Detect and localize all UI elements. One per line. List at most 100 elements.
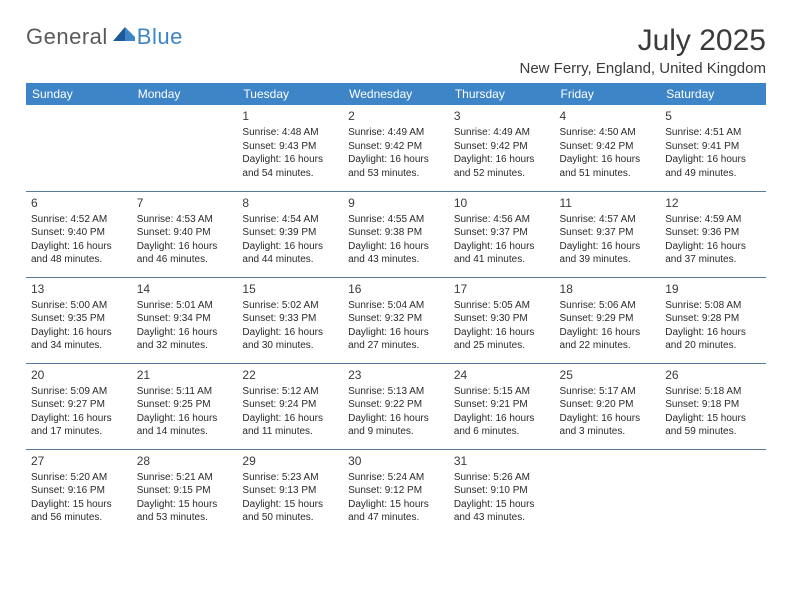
calendar-day-cell: 22Sunrise: 5:12 AMSunset: 9:24 PMDayligh… [237, 363, 343, 449]
daylight-text: Daylight: 16 hours and 43 minutes. [348, 240, 444, 267]
sunrise-text: Sunrise: 5:05 AM [454, 299, 550, 313]
day-number: 18 [560, 281, 656, 297]
daylight-text: Daylight: 16 hours and 41 minutes. [454, 240, 550, 267]
sunrise-text: Sunrise: 4:54 AM [242, 213, 338, 227]
day-number: 7 [137, 195, 233, 211]
logo-text-general: General [26, 24, 108, 50]
daylight-text: Daylight: 16 hours and 3 minutes. [560, 412, 656, 439]
day-header: Tuesday [237, 83, 343, 105]
day-header: Saturday [660, 83, 766, 105]
sunset-text: Sunset: 9:36 PM [665, 226, 761, 240]
calendar-day-cell [555, 449, 661, 535]
daylight-text: Daylight: 15 hours and 53 minutes. [137, 498, 233, 525]
daylight-text: Daylight: 16 hours and 53 minutes. [348, 153, 444, 180]
sunset-text: Sunset: 9:32 PM [348, 312, 444, 326]
sunset-text: Sunset: 9:12 PM [348, 484, 444, 498]
day-number: 4 [560, 108, 656, 124]
calendar-day-cell [660, 449, 766, 535]
day-number: 2 [348, 108, 444, 124]
sunset-text: Sunset: 9:42 PM [348, 140, 444, 154]
sunrise-text: Sunrise: 4:53 AM [137, 213, 233, 227]
location: New Ferry, England, United Kingdom [519, 60, 766, 77]
day-number: 16 [348, 281, 444, 297]
calendar-day-cell [26, 105, 132, 191]
day-number: 9 [348, 195, 444, 211]
day-header: Friday [555, 83, 661, 105]
calendar-day-cell: 16Sunrise: 5:04 AMSunset: 9:32 PMDayligh… [343, 277, 449, 363]
sunset-text: Sunset: 9:28 PM [665, 312, 761, 326]
day-number: 8 [242, 195, 338, 211]
sunrise-text: Sunrise: 4:55 AM [348, 213, 444, 227]
sunset-text: Sunset: 9:22 PM [348, 398, 444, 412]
daylight-text: Daylight: 16 hours and 34 minutes. [31, 326, 127, 353]
day-number: 3 [454, 108, 550, 124]
calendar-day-cell: 2 Sunrise: 4:49 AMSunset: 9:42 PMDaylight… [343, 105, 449, 191]
daylight-text: Daylight: 15 hours and 50 minutes. [242, 498, 338, 525]
calendar-day-cell: 5Sunrise: 4:51 AMSunset: 9:41 PMDaylight… [660, 105, 766, 191]
sunrise-text: Sunrise: 5:24 AM [348, 471, 444, 485]
sunset-text: Sunset: 9:42 PM [454, 140, 550, 154]
calendar-week-row: 6Sunrise: 4:52 AMSunset: 9:40 PMDaylight… [26, 191, 766, 277]
sunrise-text: Sunrise: 4:49 AM [348, 126, 444, 140]
sunrise-text: Sunrise: 4:48 AM [242, 126, 338, 140]
daylight-text: Daylight: 16 hours and 46 minutes. [137, 240, 233, 267]
calendar-day-cell: 17Sunrise: 5:05 AMSunset: 9:30 PMDayligh… [449, 277, 555, 363]
sunset-text: Sunset: 9:34 PM [137, 312, 233, 326]
calendar-day-cell: 27Sunrise: 5:20 AMSunset: 9:16 PMDayligh… [26, 449, 132, 535]
day-header-row: Sunday Monday Tuesday Wednesday Thursday… [26, 83, 766, 105]
calendar-day-cell: 20Sunrise: 5:09 AMSunset: 9:27 PMDayligh… [26, 363, 132, 449]
sunrise-text: Sunrise: 5:18 AM [665, 385, 761, 399]
sunset-text: Sunset: 9:20 PM [560, 398, 656, 412]
sunrise-text: Sunrise: 5:11 AM [137, 385, 233, 399]
day-number: 5 [665, 108, 761, 124]
calendar-day-cell: 24Sunrise: 5:15 AMSunset: 9:21 PMDayligh… [449, 363, 555, 449]
day-number: 23 [348, 367, 444, 383]
daylight-text: Daylight: 16 hours and 22 minutes. [560, 326, 656, 353]
calendar-day-cell: 3Sunrise: 4:49 AMSunset: 9:42 PMDaylight… [449, 105, 555, 191]
daylight-text: Daylight: 16 hours and 27 minutes. [348, 326, 444, 353]
day-number: 26 [665, 367, 761, 383]
sunset-text: Sunset: 9:37 PM [560, 226, 656, 240]
sunrise-text: Sunrise: 4:59 AM [665, 213, 761, 227]
day-number: 20 [31, 367, 127, 383]
day-header: Monday [132, 83, 238, 105]
sunrise-text: Sunrise: 5:06 AM [560, 299, 656, 313]
sunset-text: Sunset: 9:40 PM [31, 226, 127, 240]
day-number: 12 [665, 195, 761, 211]
sunset-text: Sunset: 9:38 PM [348, 226, 444, 240]
sunset-text: Sunset: 9:13 PM [242, 484, 338, 498]
daylight-text: Daylight: 16 hours and 51 minutes. [560, 153, 656, 180]
sunrise-text: Sunrise: 4:52 AM [31, 213, 127, 227]
calendar-day-cell: 14Sunrise: 5:01 AMSunset: 9:34 PMDayligh… [132, 277, 238, 363]
sunset-text: Sunset: 9:41 PM [665, 140, 761, 154]
page-header: General Blue July 2025 New Ferry, Englan… [26, 24, 766, 77]
calendar-day-cell: 4Sunrise: 4:50 AMSunset: 9:42 PMDaylight… [555, 105, 661, 191]
sunrise-text: Sunrise: 5:08 AM [665, 299, 761, 313]
sunset-text: Sunset: 9:30 PM [454, 312, 550, 326]
sunrise-text: Sunrise: 5:21 AM [137, 471, 233, 485]
day-number: 19 [665, 281, 761, 297]
calendar-day-cell: 18Sunrise: 5:06 AMSunset: 9:29 PMDayligh… [555, 277, 661, 363]
daylight-text: Daylight: 15 hours and 43 minutes. [454, 498, 550, 525]
daylight-text: Daylight: 16 hours and 32 minutes. [137, 326, 233, 353]
sunset-text: Sunset: 9:43 PM [242, 140, 338, 154]
sunrise-text: Sunrise: 5:13 AM [348, 385, 444, 399]
sunrise-text: Sunrise: 5:17 AM [560, 385, 656, 399]
daylight-text: Daylight: 15 hours and 56 minutes. [31, 498, 127, 525]
day-number: 17 [454, 281, 550, 297]
calendar-day-cell: 30Sunrise: 5:24 AMSunset: 9:12 PMDayligh… [343, 449, 449, 535]
daylight-text: Daylight: 16 hours and 14 minutes. [137, 412, 233, 439]
daylight-text: Daylight: 16 hours and 52 minutes. [454, 153, 550, 180]
sunset-text: Sunset: 9:25 PM [137, 398, 233, 412]
calendar-day-cell: 26Sunrise: 5:18 AMSunset: 9:18 PMDayligh… [660, 363, 766, 449]
daylight-text: Daylight: 16 hours and 6 minutes. [454, 412, 550, 439]
day-number: 27 [31, 453, 127, 469]
logo-triangle-icon [113, 25, 135, 48]
calendar-day-cell: 21Sunrise: 5:11 AMSunset: 9:25 PMDayligh… [132, 363, 238, 449]
calendar-day-cell: 12Sunrise: 4:59 AMSunset: 9:36 PMDayligh… [660, 191, 766, 277]
sunrise-text: Sunrise: 5:02 AM [242, 299, 338, 313]
calendar-day-cell: 19Sunrise: 5:08 AMSunset: 9:28 PMDayligh… [660, 277, 766, 363]
sunrise-text: Sunrise: 4:56 AM [454, 213, 550, 227]
sunset-text: Sunset: 9:15 PM [137, 484, 233, 498]
sunrise-text: Sunrise: 5:00 AM [31, 299, 127, 313]
